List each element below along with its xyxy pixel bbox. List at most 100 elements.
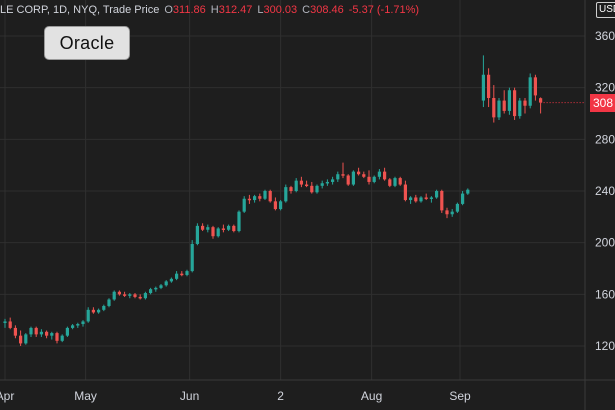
candle-body-down [247,198,251,201]
candle-body-down [523,100,527,106]
candle-body-up [102,305,106,310]
candle-body-up [320,183,324,186]
candle-body-down [19,335,23,344]
candle-body-down [211,227,215,237]
candle-body-up [351,171,355,185]
candle-body-up [190,243,194,272]
currency-selector[interactable]: USD [596,2,615,18]
x-tick-label: Apr [0,389,14,403]
ohlc-high-value: 312.47 [218,4,253,16]
candle-body-up [263,191,267,199]
candle-body-down [232,225,236,232]
candle-body-down [180,273,184,276]
last-price-tag: 308 [590,94,615,112]
x-tick-label: Sep [449,389,471,403]
candle-body-down [289,187,293,191]
candle-body-up [409,197,413,201]
candle-body-up [450,211,454,215]
candle-body-up [435,191,439,198]
grid-lines [0,0,585,380]
candle-body-up [279,201,283,210]
ohlc-close-label: C [302,4,311,16]
price-change: -5.37 (-1.71%) [348,4,420,16]
candle-body-up [128,294,132,296]
candle-body-down [424,197,428,199]
candle-body-down [362,174,366,177]
candle-body-down [273,201,277,210]
candle-body-down [357,171,361,175]
candle-body-down [305,184,309,187]
candle-body-down [398,178,402,185]
candle-body-down [91,309,95,313]
candle-body-up [24,334,28,344]
candle-body-up [461,193,465,204]
candle-body-down [403,184,407,201]
candle-body-down [502,100,506,111]
ohlc-open-label: O [164,4,173,16]
time-axis[interactable]: Apr May Jun 2 Aug Sep [0,379,615,403]
candle-body-up [164,281,168,286]
y-tick-label: 240 [595,184,615,198]
candle-body-down [346,175,350,185]
candle-body-up [71,325,75,328]
candle-body-up [3,321,7,323]
price-axis[interactable]: 360 320 280 240 200 160 120 [584,0,615,410]
candle-body-down [445,210,449,215]
ohlc-close-value: 308.46 [310,4,344,16]
candle-body-up [60,335,64,341]
candle-body-down [388,179,392,186]
ohlc-low-value: 300.03 [263,4,298,16]
candle-body-up [294,180,298,191]
candles [3,55,585,346]
candle-body-up [377,171,381,177]
candle-body-up [393,178,397,186]
chart-title-badge: Oracle [44,26,130,60]
candle-body-down [13,327,17,336]
candle-body-up [185,271,189,275]
x-tick-label: Jun [180,389,199,403]
candle-body-up [86,309,90,322]
candle-body-up [169,278,173,282]
candle-body-up [65,327,69,336]
candle-body-down [55,333,59,341]
candle-body-up [29,327,33,335]
candle-body-up [50,333,54,336]
candle-body-up [154,287,158,290]
candle-body-down [341,174,345,176]
candle-body-down [133,294,137,297]
ohlc-open: O 311.86 [164,4,205,16]
candle-body-up [112,291,116,300]
candle-body-down [45,331,49,336]
candle-body-down [268,191,272,202]
y-tick-label: 360 [595,29,615,43]
candle-body-up [81,321,85,325]
candle-body-up [284,187,288,202]
ohlc-low: L 300.03 [257,4,297,16]
candle-body-up [455,203,459,212]
candle-body-down [138,296,142,299]
ohlc-low-label: L [257,4,264,16]
candle-body-down [440,191,444,211]
candle-body-up [518,100,522,117]
ohlc-close: C 308.46 [302,4,344,16]
candle-body-down [201,225,205,230]
candle-body-down [539,98,543,103]
candle-body-up [149,289,153,294]
y-tick-label: 200 [595,236,615,250]
candle-body-down [383,171,387,180]
candle-body-up [206,227,210,230]
candle-body-down [299,180,303,185]
candle-body-up [227,225,231,230]
candle-body-up [76,324,80,326]
candle-body-up [466,189,470,194]
candle-body-up [507,90,511,111]
y-tick-label: 160 [595,287,615,301]
candle-body-up [497,100,501,118]
candle-body-down [117,291,121,295]
candle-body-down [221,228,225,230]
candle-body-up [97,309,101,313]
candle-body-up [315,185,319,193]
ohlc-open-value: 311.86 [172,4,206,16]
